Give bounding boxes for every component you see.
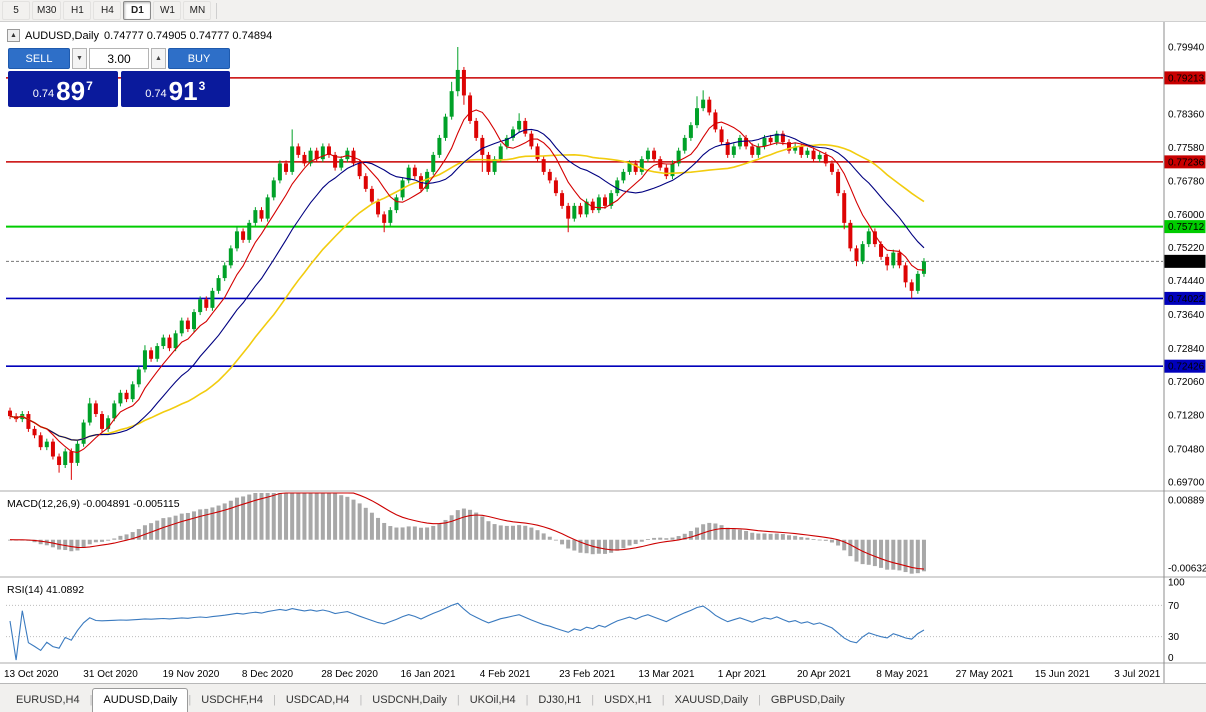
chart-tab-usdx[interactable]: USDX,H1 xyxy=(604,694,652,706)
svg-text:0.76000: 0.76000 xyxy=(1168,210,1205,221)
svg-text:19 Nov 2020: 19 Nov 2020 xyxy=(163,669,220,680)
svg-text:16 Jan 2021: 16 Jan 2021 xyxy=(401,669,456,680)
svg-text:23 Feb 2021: 23 Feb 2021 xyxy=(559,669,616,680)
svg-text:0.69700: 0.69700 xyxy=(1168,478,1205,489)
tab-separator: | xyxy=(456,694,460,706)
buy-price-display[interactable]: 0.74 91 3 xyxy=(120,71,230,107)
svg-text:4 Feb 2021: 4 Feb 2021 xyxy=(480,669,531,680)
buy-price-pips: 91 xyxy=(168,76,198,106)
svg-text:31 Oct 2020: 31 Oct 2020 xyxy=(83,669,138,680)
chart-canvas[interactable]: 0.79940 0.78360 0.77580 0.76780 0.76000 0.752… xyxy=(0,22,1206,683)
svg-text:0.73640: 0.73640 xyxy=(1168,310,1205,321)
timeframe-button-mn[interactable]: MN xyxy=(183,1,212,20)
svg-text:0.74022: 0.74022 xyxy=(1168,294,1205,305)
chart-expand-icon[interactable]: ▲ xyxy=(7,29,20,42)
svg-text:0.71280: 0.71280 xyxy=(1168,410,1205,421)
chart-tab-gbpusd[interactable]: GBPUSD,Daily xyxy=(770,694,845,706)
svg-text:-0.00632: -0.00632 xyxy=(1168,564,1206,575)
svg-text:0.00889: 0.00889 xyxy=(1168,496,1205,507)
svg-text:100: 100 xyxy=(1168,578,1185,589)
timeframe-button-5[interactable]: 5 xyxy=(2,1,30,20)
svg-text:0.78360: 0.78360 xyxy=(1168,110,1205,121)
svg-text:8 May 2021: 8 May 2021 xyxy=(876,669,929,680)
chart-region: 0.79940 0.78360 0.77580 0.76780 0.76000 0.752… xyxy=(0,22,1206,683)
svg-text:0.72426: 0.72426 xyxy=(1168,362,1205,373)
timeframe-button-m30[interactable]: M30 xyxy=(32,1,62,20)
chart-tab-dj30[interactable]: DJ30,H1 xyxy=(538,694,582,706)
svg-text:0.79940: 0.79940 xyxy=(1168,43,1205,54)
svg-text:0.76780: 0.76780 xyxy=(1168,177,1205,188)
buy-price-base: 0.74 xyxy=(145,88,167,100)
volume-decrease-button[interactable]: ▼ xyxy=(72,48,87,69)
svg-text:0.72840: 0.72840 xyxy=(1168,344,1205,355)
svg-text:0.72060: 0.72060 xyxy=(1168,377,1205,388)
timeframe-button-h4[interactable]: H4 xyxy=(93,1,122,20)
volume-input[interactable] xyxy=(89,48,149,69)
svg-text:70: 70 xyxy=(1168,601,1180,612)
chart-title: ▲ AUDUSD,Daily 0.74777 0.74905 0.74777 0… xyxy=(7,29,272,42)
tab-separator: | xyxy=(359,694,363,706)
toolbar-separator xyxy=(216,2,218,19)
tab-separator: | xyxy=(591,694,595,706)
tab-separator: | xyxy=(89,694,93,706)
buy-button[interactable]: BUY xyxy=(168,48,230,69)
chart-tab-eurusd[interactable]: EURUSD,H4 xyxy=(16,694,80,706)
svg-text:15 Jun 2021: 15 Jun 2021 xyxy=(1035,669,1090,680)
tab-separator: | xyxy=(188,694,192,706)
chart-tab-usdcnh[interactable]: USDCNH,Daily xyxy=(372,694,447,706)
chart-tab-audusd[interactable]: AUDUSD,Daily xyxy=(92,688,189,712)
tab-separator: | xyxy=(757,694,761,706)
timeframe-button-h1[interactable]: H1 xyxy=(63,1,92,20)
one-click-trading-panel: SELL ▼ ▲ BUY 0.74 89 7 0.74 91 3 xyxy=(8,48,230,107)
volume-increase-button[interactable]: ▲ xyxy=(151,48,166,69)
svg-text:0.74894: 0.74894 xyxy=(1168,257,1205,268)
svg-text:8 Dec 2020: 8 Dec 2020 xyxy=(242,669,294,680)
svg-text:0.77580: 0.77580 xyxy=(1168,143,1205,154)
macd-indicator-label: MACD(12,26,9) -0.004891 -0.005115 xyxy=(7,498,180,510)
sell-button[interactable]: SELL xyxy=(8,48,70,69)
chart-tab-ukoil[interactable]: UKOil,H4 xyxy=(469,694,516,706)
svg-text:0.75220: 0.75220 xyxy=(1168,243,1205,254)
svg-text:0.77236: 0.77236 xyxy=(1168,157,1205,168)
chart-tab-usdchf[interactable]: USDCHF,H4 xyxy=(201,694,263,706)
svg-text:27 May 2021: 27 May 2021 xyxy=(956,669,1014,680)
buy-price-pipette: 3 xyxy=(198,79,206,93)
svg-text:0: 0 xyxy=(1168,653,1174,664)
tab-separator: | xyxy=(525,694,529,706)
tab-separator: | xyxy=(273,694,276,706)
svg-text:0.74440: 0.74440 xyxy=(1168,276,1205,287)
svg-text:0.75712: 0.75712 xyxy=(1168,222,1205,233)
tab-separator: | xyxy=(661,694,665,706)
svg-text:28 Dec 2020: 28 Dec 2020 xyxy=(321,669,378,680)
svg-text:3 Jul 2021: 3 Jul 2021 xyxy=(1114,669,1161,680)
svg-text:13 Mar 2021: 13 Mar 2021 xyxy=(638,669,695,680)
sell-price-display[interactable]: 0.74 89 7 xyxy=(8,71,118,107)
chart-tab-usdcad[interactable]: USDCAD,H4 xyxy=(285,694,350,706)
chart-ohlc-values: 0.74777 0.74905 0.74777 0.74894 xyxy=(103,29,273,42)
sell-price-pipette: 7 xyxy=(86,79,93,93)
svg-text:1 Apr 2021: 1 Apr 2021 xyxy=(718,669,767,680)
chart-symbol-label: AUDUSD,Daily xyxy=(25,29,99,42)
chart-tab-xauusd[interactable]: XAUUSD,Daily xyxy=(674,694,748,706)
sell-price-pips: 89 xyxy=(56,76,86,106)
timeframe-button-d1[interactable]: D1 xyxy=(123,1,152,20)
svg-text:0.70480: 0.70480 xyxy=(1168,444,1205,455)
timeframe-toolbar: 5 M30 H1 H4 D1 W1 MN xyxy=(0,0,1206,22)
sell-price-base: 0.74 xyxy=(32,88,55,100)
timeframe-button-w1[interactable]: W1 xyxy=(153,1,182,20)
rsi-indicator-label: RSI(14) 41.0892 xyxy=(7,584,85,596)
svg-text:30: 30 xyxy=(1168,632,1180,643)
svg-text:13 Oct 2020: 13 Oct 2020 xyxy=(4,669,59,680)
svg-text:20 Apr 2021: 20 Apr 2021 xyxy=(797,669,851,680)
svg-text:0.79213: 0.79213 xyxy=(1168,73,1205,84)
chart-tab-bar: EURUSD,H4 | AUDUSD,Daily | USDCHF,H4 | USDCAD,… xyxy=(0,683,1206,712)
